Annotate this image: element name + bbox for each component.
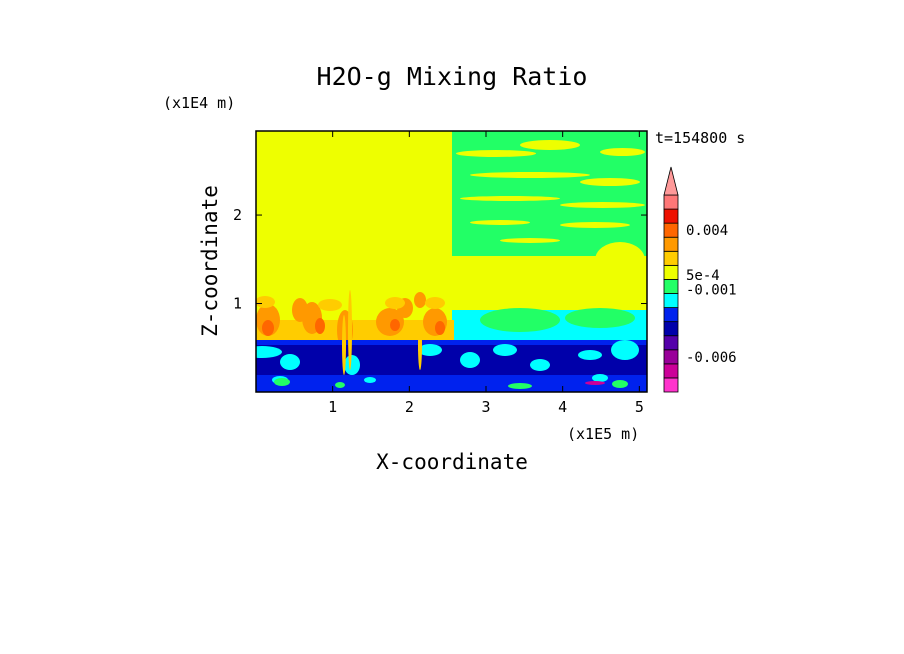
colorbar-level — [663, 208, 679, 224]
field-streak — [560, 222, 630, 228]
colorbar-label: -0.006 — [686, 350, 737, 366]
field-streak — [500, 238, 560, 243]
x-tick-label: 1 — [328, 398, 337, 416]
colorbar-label: 5e-4 — [686, 268, 720, 284]
field-patch — [344, 355, 360, 375]
field-streak — [520, 140, 580, 150]
x-axis-title: X-coordinate — [376, 450, 528, 474]
colorbar-level — [663, 377, 679, 393]
colorbar-label: -0.001 — [686, 282, 737, 298]
colorbar-level — [663, 279, 679, 294]
field-streak — [580, 178, 640, 186]
field-blob — [262, 320, 274, 336]
field-patch — [578, 350, 602, 360]
x-tick-label: 5 — [635, 398, 644, 416]
field-blob — [318, 299, 342, 311]
plot-frame — [255, 130, 648, 393]
field-streak — [600, 148, 645, 156]
field-patch — [465, 258, 515, 282]
y-tick-label: 1 — [233, 295, 242, 313]
chart-title: H2O-g Mixing Ratio — [317, 62, 588, 91]
field-blob — [256, 296, 275, 308]
field-blob — [292, 298, 308, 322]
colorbar-label: 0.004 — [686, 223, 728, 239]
field-plume — [348, 290, 352, 370]
field-patch — [335, 382, 345, 388]
field-patch — [585, 381, 605, 385]
field-streak — [470, 220, 530, 225]
colorbar-level — [663, 264, 679, 280]
field-patch — [493, 344, 517, 356]
colorbar-extend-arrow — [663, 166, 679, 196]
y-tick-label: 2 — [233, 206, 242, 224]
x-axis: 1 2 3 4 5 — [328, 131, 644, 416]
x-tick-label: 4 — [558, 398, 567, 416]
field-blob — [315, 318, 325, 334]
field-patch — [595, 242, 645, 278]
field-plume — [418, 320, 422, 370]
field-patch — [612, 380, 628, 388]
y-axis-title: Z-coordinate — [198, 185, 222, 337]
field-patch — [480, 308, 560, 332]
colorbar-level — [663, 363, 679, 379]
colorbar-level — [663, 222, 679, 238]
x-unit-label: (x1E5 m) — [567, 425, 639, 443]
colorbar-level — [663, 250, 679, 266]
field-boundary-layer-core — [256, 345, 647, 375]
field-patch — [274, 378, 290, 386]
time-label: t=154800 s — [655, 129, 745, 147]
field-patch — [280, 354, 300, 370]
field-blob — [425, 297, 445, 309]
field-streak — [560, 202, 645, 208]
field-patch — [256, 346, 282, 358]
field-contours — [256, 131, 647, 392]
field-blob — [390, 319, 400, 331]
field-streak — [470, 172, 590, 178]
field-plume — [342, 315, 346, 375]
field-streak — [456, 150, 536, 157]
field-patch — [565, 308, 635, 328]
colorbar-level — [663, 236, 679, 252]
colorbar-level — [663, 194, 679, 210]
field-patch — [508, 383, 532, 389]
y-axis: 12 — [233, 206, 647, 313]
colorbar-level — [663, 307, 679, 323]
field-streak — [460, 196, 560, 201]
y-unit-label: (x1E4 m) — [163, 94, 235, 112]
x-tick-label: 2 — [405, 398, 414, 416]
colorbar-level — [663, 349, 679, 365]
x-tick-label: 3 — [481, 398, 490, 416]
field-blob — [435, 321, 445, 335]
field-patch — [418, 344, 442, 356]
field-patch — [460, 352, 480, 368]
field-patch — [364, 377, 376, 383]
field-blob — [385, 297, 405, 309]
colorbar-level — [663, 293, 679, 308]
field-patch — [611, 340, 639, 360]
field-patch — [592, 374, 608, 382]
field-patch — [530, 359, 550, 371]
colorbar-level — [663, 335, 679, 351]
colorbar-level — [663, 321, 679, 337]
field-blob — [414, 292, 426, 308]
